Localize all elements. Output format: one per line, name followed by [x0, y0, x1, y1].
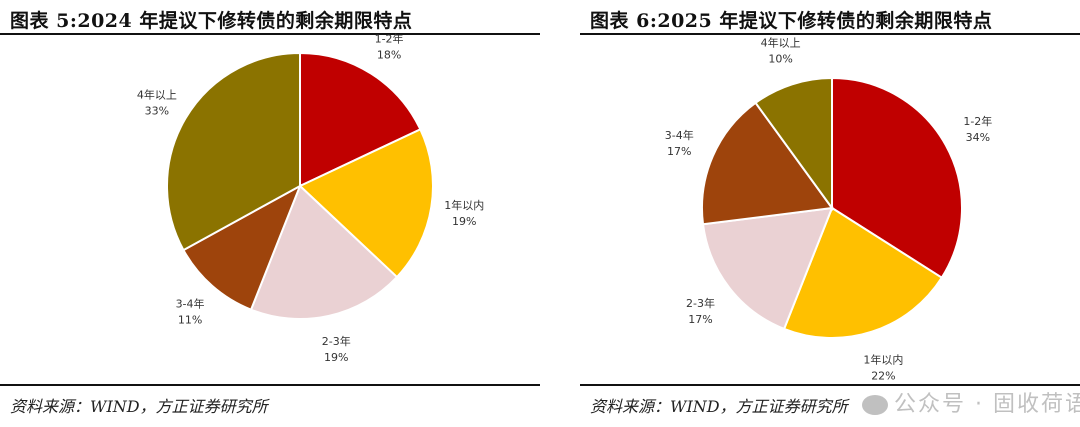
slice-category-label: 2-3年: [686, 296, 715, 310]
slice-category-label: 1-2年: [375, 32, 404, 46]
source-note: 资料来源：WIND，方正证券研究所: [10, 397, 268, 416]
slice-category-label: 3-4年: [665, 128, 694, 142]
chart-panel-2025: 图表 6:2025 年提议下修转债的剩余期限特点 1-2年 34% 1年以内 22% 2…: [580, 0, 1080, 427]
pie-slice-4年以上: [754, 76, 833, 212]
slice-category-label: 4年以上: [761, 36, 801, 50]
slice-value-label: 19%: [452, 215, 476, 228]
source-note: 资料来源：WIND，方正证券研究所: [590, 397, 848, 416]
slice-category-label: 1年以内: [863, 352, 903, 366]
slice-value-label: 19%: [324, 351, 348, 364]
title-divider: [0, 33, 540, 35]
chart-panel-2024: 图表 5:2024 年提议下修转债的剩余期限特点 1-2年 18% 1年以内 19% 2…: [0, 10, 540, 416]
slice-value-label: 34%: [966, 131, 990, 144]
slice-value-label: 33%: [145, 104, 169, 117]
slice-category-label: 4年以上: [137, 87, 177, 101]
pie-slice-1-2年: [299, 51, 422, 188]
slice-value-label: 22%: [871, 369, 895, 382]
wechat-icon: [862, 395, 888, 415]
pie-slice-1年以内: [782, 206, 944, 339]
watermark: 公众号 · 固收荷语: [862, 392, 1080, 418]
footer-divider: [580, 384, 1080, 386]
chart-title: 图表 5:2024 年提议下修转债的剩余期限特点: [10, 10, 413, 32]
slice-value-label: 17%: [688, 313, 712, 326]
slice-category-label: 2-3年: [322, 334, 351, 348]
footer-divider: [0, 384, 540, 386]
slice-value-label: 17%: [667, 145, 691, 158]
slice-category-label: 3-4年: [176, 297, 205, 311]
pie-slice-3-4年: [182, 183, 302, 311]
slice-value-label: 10%: [768, 53, 792, 66]
slice-value-label: 18%: [377, 49, 401, 62]
slice-category-label: 1年以内: [444, 198, 484, 212]
pie-chart: 1-2年 18% 1年以内 19% 2-3年 19% 3-4年 11% 4年以上 33%: [137, 32, 484, 365]
chart-title: 图表 6:2025 年提议下修转债的剩余期限特点: [590, 10, 993, 32]
title-divider: [580, 33, 1080, 35]
slice-category-label: 1-2年: [963, 114, 992, 128]
watermark-text: 公众号 · 固收荷语: [894, 392, 1080, 417]
pie-slice-3-4年: [701, 101, 834, 226]
pie-slice-1年以内: [298, 128, 434, 279]
pie-slice-4年以上: [166, 51, 301, 252]
pie-slice-2-3年: [701, 206, 834, 331]
slice-value-label: 11%: [178, 314, 202, 327]
pie-chart: 1-2年 34% 1年以内 22% 2-3年 17% 3-4年 17% 4年以上 10%: [665, 36, 993, 383]
